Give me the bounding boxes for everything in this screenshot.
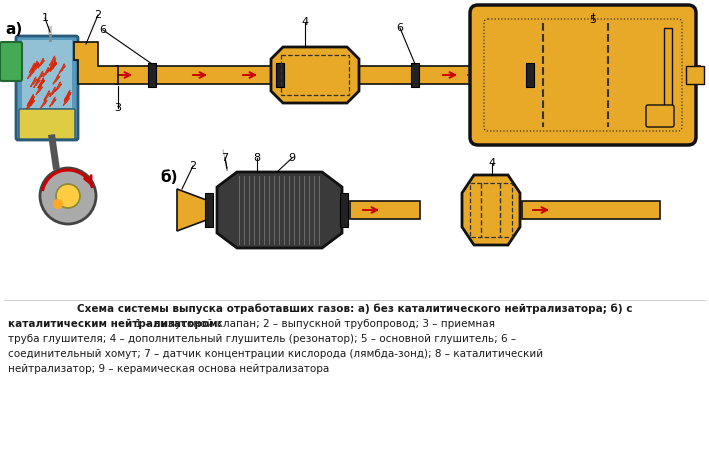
Circle shape: [56, 184, 80, 208]
Bar: [340, 193, 348, 227]
Text: 6: 6: [99, 25, 106, 35]
Bar: [470, 183, 512, 237]
Polygon shape: [271, 47, 359, 103]
FancyBboxPatch shape: [470, 5, 696, 145]
Bar: [526, 63, 534, 87]
Text: а): а): [5, 22, 22, 37]
Circle shape: [53, 199, 63, 209]
Text: 7: 7: [221, 153, 228, 163]
Text: 1: 1: [42, 13, 48, 23]
Bar: [205, 193, 213, 227]
Text: 1 – выпускной клапан; 2 – выпускной трубопровод; 3 – приемная: 1 – выпускной клапан; 2 – выпускной труб…: [132, 319, 495, 329]
Text: 9: 9: [289, 153, 296, 163]
FancyBboxPatch shape: [0, 42, 22, 81]
Text: 2: 2: [94, 10, 101, 20]
Text: 5: 5: [589, 15, 596, 25]
Bar: [20, 110, 74, 138]
Bar: [0, 298, 709, 455]
Bar: [686, 66, 704, 84]
Text: соединительный хомут; 7 – датчик концентрации кислорода (лямбда-зонд); 8 – катал: соединительный хомут; 7 – датчик концент…: [8, 349, 543, 359]
Text: 4: 4: [301, 17, 308, 27]
Text: 3: 3: [114, 103, 121, 113]
Polygon shape: [74, 42, 118, 84]
Text: 8: 8: [253, 153, 261, 163]
Bar: [411, 63, 419, 87]
Bar: [350, 201, 420, 219]
Bar: [664, 28, 672, 122]
Circle shape: [40, 168, 96, 224]
Bar: [522, 201, 660, 219]
Text: 4: 4: [489, 158, 496, 168]
Text: Схема системы выпуска отработавших газов: а) без каталитического нейтрализатора;: Схема системы выпуска отработавших газов…: [77, 304, 632, 314]
Polygon shape: [177, 189, 209, 231]
Polygon shape: [462, 175, 520, 245]
Text: труба глушителя; 4 – дополнительный глушитель (резонатор); 5 – основной глушител: труба глушителя; 4 – дополнительный глуш…: [8, 334, 516, 344]
Bar: [116, 66, 700, 84]
Text: б): б): [160, 170, 177, 185]
Bar: [281, 55, 349, 95]
Text: 2: 2: [189, 161, 196, 171]
Text: нейтрализатор; 9 – керамическая основа нейтрализатора: нейтрализатор; 9 – керамическая основа н…: [8, 364, 329, 374]
FancyBboxPatch shape: [646, 105, 674, 127]
Bar: [148, 63, 156, 87]
FancyBboxPatch shape: [16, 36, 78, 140]
Bar: [276, 63, 284, 87]
Bar: [22, 40, 72, 108]
Text: 6: 6: [396, 23, 403, 33]
Polygon shape: [217, 172, 342, 248]
FancyBboxPatch shape: [19, 109, 75, 139]
Text: каталитическим нейтрализатором:: каталитическим нейтрализатором:: [8, 319, 222, 329]
